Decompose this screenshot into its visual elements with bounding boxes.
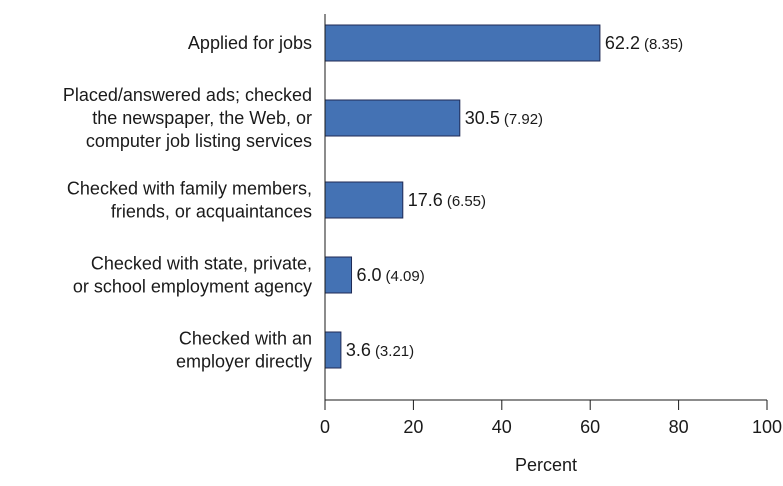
category-label-line: employer directly (176, 352, 312, 372)
value-label: 17.6 (6.55) (408, 190, 486, 210)
category-label-line: friends, or acquaintances (111, 202, 312, 222)
category-label: Placed/answered ads; checked the newspape… (63, 85, 312, 151)
value-number: 3.6 (346, 340, 371, 360)
value-label: 30.5 (7.92) (465, 108, 543, 128)
value-number: 6.0 (357, 265, 382, 285)
value-label: 3.6 (3.21) (346, 340, 414, 360)
category-label-line: the newspaper, the Web, or (92, 108, 312, 128)
x-axis-title: Percent (515, 455, 577, 475)
category-label: Applied for jobs (188, 33, 312, 53)
x-ticks: 0 20 40 60 80 100 (320, 400, 782, 437)
standard-error: (6.55) (447, 193, 486, 210)
category-label-line: Checked with family members, (67, 179, 312, 199)
category-label: Checked with an employer directly (176, 329, 312, 372)
standard-error: (4.09) (386, 268, 425, 285)
category-label-line: Checked with state, private, (91, 254, 312, 274)
x-tick-label: 20 (403, 417, 423, 437)
category-labels: Applied for jobs Placed/answered ads; che… (63, 33, 312, 372)
standard-error: (3.21) (375, 343, 414, 360)
value-number: 30.5 (465, 108, 500, 128)
axes (324, 14, 767, 401)
value-label: 6.0 (4.09) (357, 265, 425, 285)
category-label: Checked with state, private, or school em… (73, 254, 312, 297)
bar (324, 24, 601, 62)
value-number: 62.2 (605, 33, 640, 53)
category-label-line: Applied for jobs (188, 33, 312, 53)
bar (324, 256, 353, 294)
x-tick-label: 80 (669, 417, 689, 437)
x-tick-label: 40 (492, 417, 512, 437)
category-label-line: Checked with an (179, 329, 312, 349)
bar (324, 181, 404, 219)
category-label-line: Placed/answered ads; checked (63, 85, 312, 105)
value-number: 17.6 (408, 190, 443, 210)
category-label-line: computer job listing services (86, 131, 312, 151)
bar (324, 99, 461, 137)
value-label: 62.2 (8.35) (605, 33, 683, 53)
standard-error: (8.35) (644, 36, 683, 53)
standard-error: (7.92) (504, 111, 543, 128)
x-tick-label: 0 (320, 417, 330, 437)
bars-group (324, 24, 601, 369)
x-tick-label: 100 (752, 417, 782, 437)
category-label-line: or school employment agency (73, 277, 312, 297)
x-tick-label: 60 (580, 417, 600, 437)
category-label: Checked with family members, friends, or … (67, 179, 312, 222)
bar (324, 331, 342, 369)
value-labels: 62.2 (8.35) 30.5 (7.92) 17.6 (6.55) 6.0 (4.09) 3… (346, 33, 683, 360)
